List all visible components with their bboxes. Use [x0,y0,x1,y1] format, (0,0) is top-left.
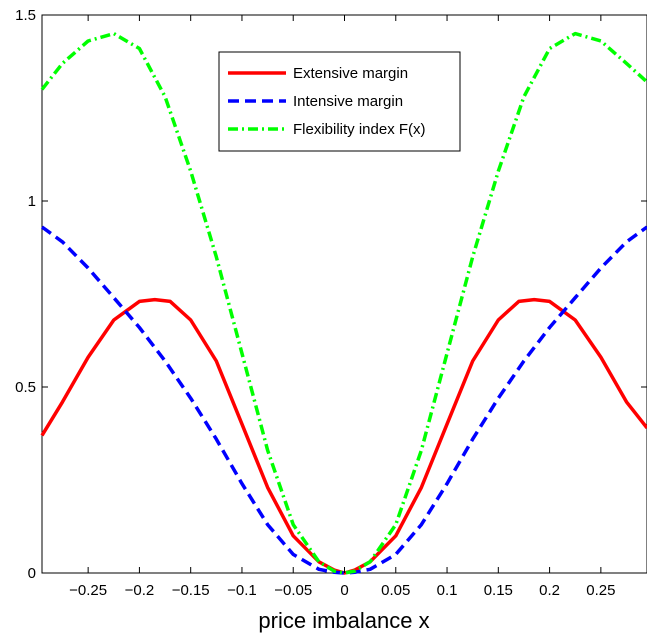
x-tick-label: 0.25 [586,582,615,599]
legend-label-2: Flexibility index F(x) [293,121,426,138]
y-axis-ticks: 0 0.5 1 1.5 [15,7,647,582]
y-tick-label: 1.5 [15,7,36,24]
x-tick-label: −0.25 [69,582,107,599]
legend-label-0: Extensive margin [293,65,408,82]
x-tick-label: 0 [340,582,348,599]
y-tick-label: 1 [28,193,36,210]
x-tick-label: 0.1 [437,582,458,599]
legend-box [218,51,461,152]
x-axis-title: price imbalance x [258,608,429,633]
y-tick-label: 0.5 [15,379,36,396]
series-line-1 [40,225,647,575]
x-tick-label: 0.15 [484,582,513,599]
series-line-2 [40,31,647,575]
x-tick-label: −0.15 [172,582,210,599]
x-axis-ticks: −0.25 −0.2 −0.15 −0.1 −0.05 0 0.05 0.1 0.15 0.2 0.… [69,15,615,599]
legend-label-1: Intensive margin [293,93,403,110]
x-tick-label: 0.2 [539,582,560,599]
x-tick-label: −0.05 [274,582,312,599]
legend: Extensive margin Intensive margin Flexibil… [218,51,461,152]
y-tick-label: 0 [28,565,36,582]
x-tick-label: −0.2 [125,582,155,599]
x-tick-label: 0.05 [381,582,410,599]
x-tick-label: −0.1 [227,582,257,599]
